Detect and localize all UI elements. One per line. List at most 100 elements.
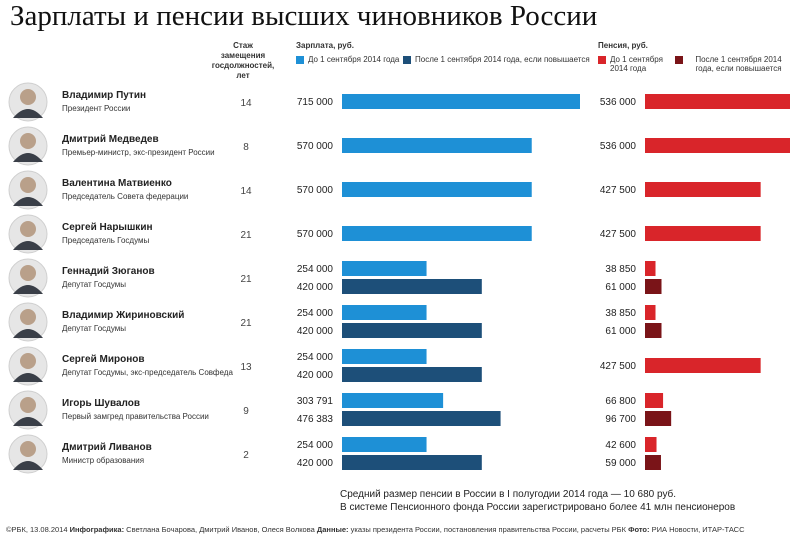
experience-value: 14 [240, 186, 252, 197]
salary-after-label: 420 000 [297, 282, 334, 293]
salary-before-label: 570 000 [297, 141, 334, 152]
avatar-face-icon [20, 265, 36, 281]
salary-before-bar [342, 437, 427, 452]
experience-header: Стаж замещения госдолжностей, лет [211, 41, 275, 80]
salary-header: Зарплата, руб. [296, 41, 354, 50]
legend-swatch-salary-before [296, 56, 304, 64]
person-name: Сергей Миронов [62, 354, 145, 365]
pension-before-label: 427 500 [600, 229, 637, 240]
pension-before-bar [645, 226, 761, 241]
person-position: Председатель Госдумы [62, 236, 149, 245]
person-position: Председатель Совета федерации [62, 192, 188, 201]
pension-before-bar [645, 261, 656, 276]
avatar-suit-icon [13, 461, 43, 470]
salary-before-bar [342, 138, 532, 153]
pension-after-bar [645, 279, 662, 294]
pension-before-bar [645, 182, 761, 197]
legend-pension-after: После 1 сентября 2014 года, если повышае… [695, 55, 782, 73]
person-position: Президент России [62, 104, 130, 113]
pension-before-label: 42 600 [605, 440, 636, 451]
experience-value: 21 [240, 274, 252, 285]
pension-before-bar [645, 138, 790, 153]
legend-swatch-pension-before [598, 56, 606, 64]
avatar-face-icon [20, 397, 36, 413]
salary-before-bar [342, 94, 580, 109]
salary-before-label: 254 000 [297, 440, 334, 451]
experience-value: 2 [243, 450, 249, 461]
pension-after-bar [645, 323, 662, 338]
pension-before-label: 427 500 [600, 361, 637, 372]
footer-line-1: Средний размер пенсии в России в I полуг… [340, 489, 677, 500]
salary-after-bar [342, 323, 482, 338]
avatar-face-icon [20, 353, 36, 369]
salary-before-bar [342, 182, 532, 197]
pension-before-bar [645, 305, 656, 320]
pension-after-bar [645, 455, 661, 470]
avatar-suit-icon [13, 197, 43, 206]
avatar-suit-icon [13, 153, 43, 162]
salary-before-bar [342, 305, 427, 320]
pension-after-label: 61 000 [605, 326, 636, 337]
pension-before-bar [645, 94, 790, 109]
avatar-face-icon [20, 221, 36, 237]
salary-before-label: 570 000 [297, 229, 334, 240]
salary-after-bar [342, 279, 482, 294]
salary-before-label: 254 000 [297, 352, 334, 363]
avatar-face-icon [20, 133, 36, 149]
salary-after-label: 420 000 [297, 326, 334, 337]
person-name: Геннадий Зюганов [62, 266, 155, 277]
salary-before-label: 570 000 [297, 185, 334, 196]
salary-after-label: 420 000 [297, 458, 334, 469]
salary-after-bar [342, 455, 482, 470]
pension-before-label: 536 000 [600, 141, 637, 152]
experience-value: 13 [240, 362, 252, 373]
legend-pension-before: До 1 сентября 2014 года [610, 55, 663, 73]
footer-line-2: В системе Пенсионного фонда России зарег… [340, 502, 736, 513]
person-name: Владимир Жириновский [62, 310, 184, 321]
person-name: Игорь Шувалов [62, 398, 140, 409]
legend-swatch-pension-after [675, 56, 683, 64]
pension-after-label: 61 000 [605, 282, 636, 293]
person-name: Дмитрий Медведев [62, 134, 159, 145]
avatar-face-icon [20, 441, 36, 457]
experience-value: 21 [240, 230, 252, 241]
legend-salary-after: После 1 сентября 2014 года, если повышае… [415, 55, 590, 64]
pension-before-bar [645, 393, 664, 408]
credits-infographic-authors: Светлана Бочарова, Дмитрий Иванов, Олеся… [126, 525, 315, 534]
credits-photo-sources: РИА Новости, ИТАР-ТАСС [651, 525, 745, 534]
person-position: Депутат Госдумы [62, 280, 126, 289]
footer-note: Средний размер пенсии в России в I полуг… [340, 488, 735, 514]
salary-after-label: 420 000 [297, 370, 334, 381]
person-name: Сергей Нарышкин [62, 222, 153, 233]
avatar-face-icon [20, 177, 36, 193]
experience-value: 14 [240, 98, 252, 109]
credits: ©РБК, 13.08.2014 Инфографика: Светлана Б… [6, 525, 745, 534]
pension-before-label: 427 500 [600, 185, 637, 196]
pension-before-label: 536 000 [600, 97, 637, 108]
person-position: Премьер-министр, экс-президент России [62, 148, 215, 157]
pension-before-bar [645, 437, 657, 452]
pension-after-label: 59 000 [605, 458, 636, 469]
person-position: Депутат Госдумы, экс-председатель Совфед… [62, 368, 233, 377]
experience-value: 9 [243, 406, 249, 417]
credits-infographic-label: Инфографика: [69, 525, 125, 534]
credits-data-label: Данные: [316, 525, 349, 534]
person-name: Дмитрий Ливанов [62, 442, 152, 453]
legend-salary-before: До 1 сентября 2014 года [308, 55, 400, 64]
credits-source: ©РБК, 13.08.2014 [6, 525, 68, 534]
credits-data-sources: указы президента России, постановления п… [350, 525, 626, 534]
avatar-suit-icon [13, 373, 43, 382]
salary-after-bar [342, 367, 482, 382]
avatar-suit-icon [13, 109, 43, 118]
pension-before-bar [645, 358, 761, 373]
avatar-face-icon [20, 309, 36, 325]
person-name: Валентина Матвиенко [62, 178, 172, 189]
person-name: Владимир Путин [62, 90, 146, 101]
avatar-suit-icon [13, 285, 43, 294]
avatar-face-icon [20, 89, 36, 105]
chart-title: Зарплаты и пенсии высших чиновников Росс… [10, 0, 598, 32]
person-position: Депутат Госдумы [62, 324, 126, 333]
salary-before-label: 254 000 [297, 264, 334, 275]
salary-before-bar [342, 349, 427, 364]
